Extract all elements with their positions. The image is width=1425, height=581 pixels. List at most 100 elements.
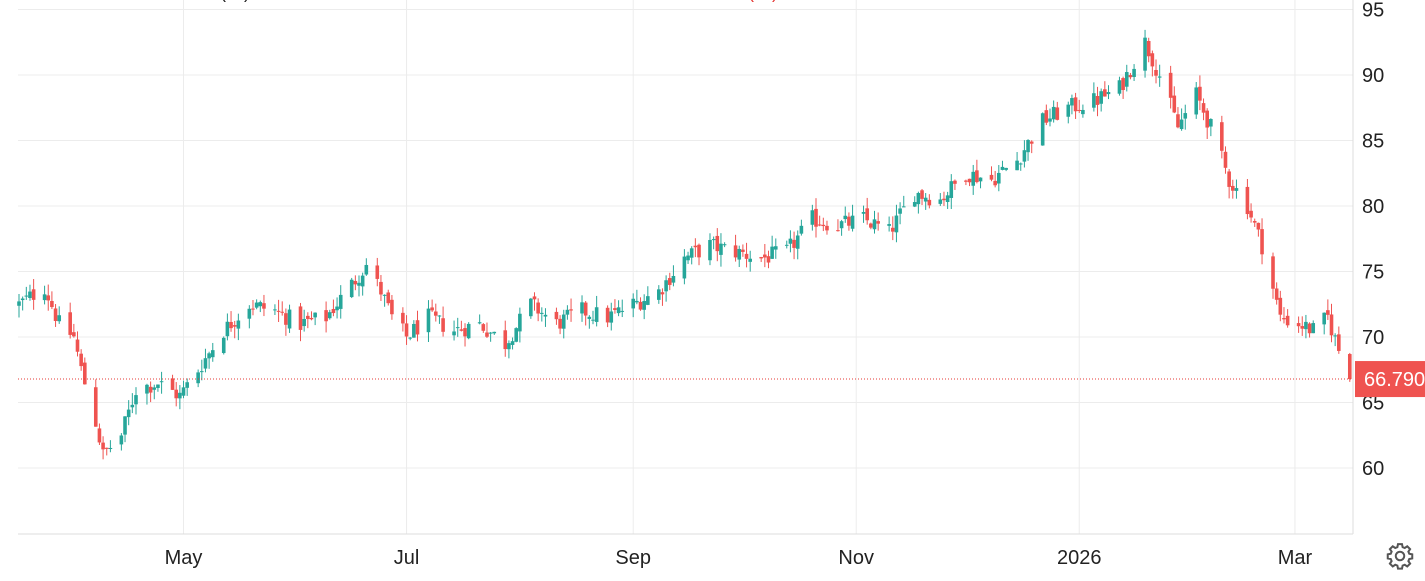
candle-body — [642, 301, 646, 310]
candle-body — [722, 244, 727, 246]
candle — [989, 166, 994, 182]
candle — [1128, 72, 1133, 80]
candle — [850, 204, 855, 232]
axes: 60 65 70 75 80 85 90 95 May Jul Sep Nov 2026 Mar — [18, 0, 1384, 569]
candle — [876, 212, 880, 231]
candle-body — [1183, 113, 1188, 119]
candle — [605, 305, 610, 328]
candle-body — [748, 258, 752, 262]
candle-body — [302, 318, 306, 327]
candle — [79, 349, 83, 371]
candle — [306, 312, 310, 329]
candle-body — [97, 428, 102, 443]
candle-body — [561, 314, 566, 329]
x-tick-label: Nov — [838, 547, 874, 569]
candle-body — [912, 202, 917, 207]
candle-body — [773, 246, 778, 250]
x-tick-label: Jul — [394, 547, 420, 569]
candle — [657, 285, 661, 304]
candle — [773, 238, 778, 259]
candle — [1044, 104, 1049, 126]
candle-body — [1249, 210, 1253, 218]
candle-body — [1117, 80, 1122, 94]
candle — [1168, 65, 1173, 109]
candle — [1132, 64, 1136, 81]
candle-body — [558, 318, 562, 329]
candle-body — [170, 378, 175, 390]
candle-body — [441, 318, 445, 332]
candle — [554, 307, 559, 325]
candle-body — [660, 292, 665, 295]
candle-body — [1103, 89, 1107, 97]
candle — [1004, 167, 1008, 172]
candle — [126, 400, 131, 426]
candle — [309, 311, 314, 321]
candle — [638, 297, 643, 311]
candle-body — [942, 198, 946, 201]
candle-body — [817, 224, 822, 226]
candle-body — [1322, 312, 1326, 325]
candle-body — [1245, 186, 1250, 215]
candle — [887, 216, 891, 232]
candle-body — [335, 306, 339, 311]
candle-body — [232, 325, 237, 327]
candle-body — [799, 225, 804, 234]
candle — [1333, 333, 1337, 347]
candle-body — [1300, 326, 1305, 329]
candle — [945, 191, 950, 209]
candle — [689, 246, 694, 265]
candle-body — [1022, 150, 1027, 162]
candle-body — [843, 215, 848, 220]
candle-body — [620, 310, 625, 312]
candle — [181, 380, 186, 399]
candle-body — [1260, 229, 1264, 255]
candle — [57, 306, 62, 324]
candle-body — [1073, 97, 1078, 112]
candle-body — [1329, 314, 1334, 336]
candle — [251, 300, 255, 316]
candle — [123, 416, 127, 443]
candle-body — [1209, 119, 1213, 127]
candle — [1183, 104, 1188, 130]
candle-body — [1223, 151, 1228, 168]
candle — [254, 299, 259, 310]
candle-body — [715, 235, 720, 252]
candle — [697, 243, 701, 266]
candle-body — [159, 381, 164, 383]
x-tick-label: May — [165, 547, 203, 569]
candle-body — [1307, 323, 1312, 334]
candle-body — [360, 275, 365, 287]
candle — [437, 315, 442, 324]
candle — [1194, 82, 1199, 119]
candle-body — [1018, 163, 1023, 165]
candle-body — [430, 307, 434, 311]
candle-body — [1282, 318, 1286, 320]
candle — [68, 302, 72, 339]
y-tick-label: 85 — [1362, 131, 1384, 153]
candle-body — [57, 315, 62, 322]
candle — [466, 322, 471, 340]
y-tick-label: 90 — [1362, 65, 1384, 87]
settings-button[interactable] — [1385, 541, 1415, 571]
candle — [737, 245, 742, 267]
candle-body — [682, 256, 687, 279]
candle — [642, 294, 646, 320]
candle — [507, 340, 511, 359]
candle — [594, 295, 599, 327]
candle — [1274, 282, 1279, 305]
candle-body — [1271, 256, 1275, 289]
candle — [28, 284, 32, 301]
candle-body — [353, 280, 358, 285]
candle-body — [744, 253, 749, 259]
x-tick-label: 2026 — [1057, 547, 1102, 569]
candle — [975, 159, 979, 184]
candle-body — [145, 384, 149, 394]
candle — [1026, 139, 1030, 161]
candle-body — [251, 308, 255, 310]
candle-body — [1029, 141, 1034, 144]
candle — [17, 293, 21, 318]
candle-body — [989, 174, 994, 180]
candle — [536, 298, 540, 322]
candle — [210, 342, 215, 362]
